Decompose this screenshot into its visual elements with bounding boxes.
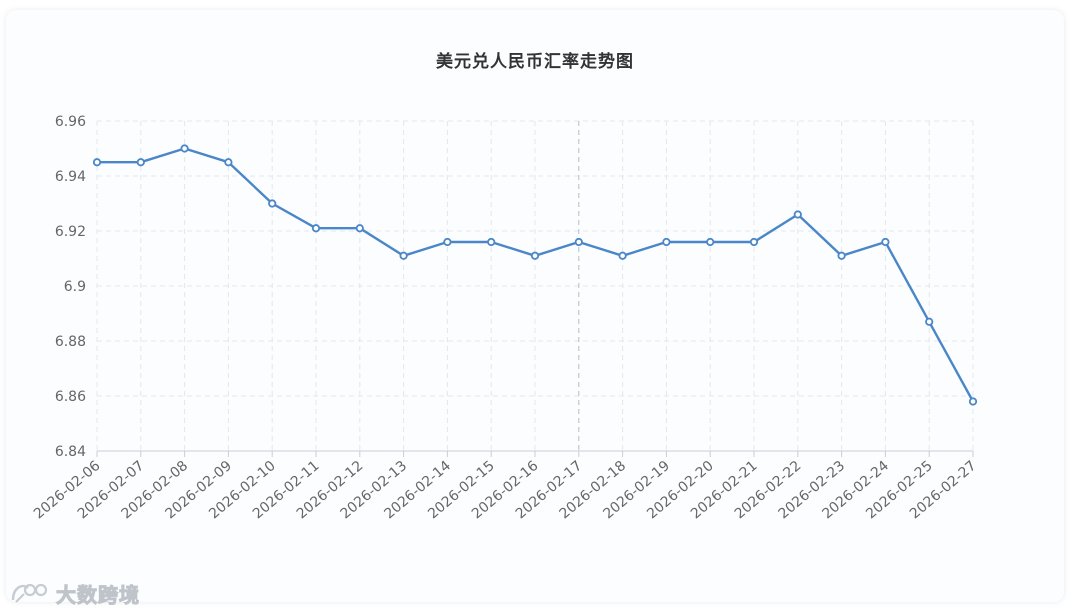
y-tick-label: 6.9 — [64, 279, 86, 295]
data-point — [706, 237, 715, 247]
y-tick-label: 6.92 — [55, 224, 86, 240]
data-point — [355, 224, 364, 233]
data-point — [136, 158, 145, 167]
chart-title: 美元兑人民币汇率走势图 — [436, 52, 634, 72]
data-point — [224, 158, 233, 167]
data-point — [968, 397, 978, 406]
data-point — [574, 237, 583, 247]
data-point — [881, 237, 890, 247]
data-point — [749, 237, 759, 247]
y-tick-label: 6.88 — [55, 334, 86, 350]
data-point — [443, 237, 452, 247]
y-tick-label: 6.86 — [55, 389, 86, 405]
watermark-logo-icon — [11, 583, 48, 603]
data-point — [530, 251, 540, 260]
watermark-text: 大数跨境 — [56, 582, 140, 607]
data-point — [180, 144, 189, 153]
data-point — [618, 251, 627, 260]
data-point — [925, 317, 934, 326]
y-tick-label: 6.96 — [55, 114, 86, 130]
y-tick-label: 6.94 — [55, 169, 86, 185]
data-point — [311, 224, 321, 233]
watermark: 大数跨境 — [10, 578, 140, 608]
data-point — [662, 237, 671, 247]
data-point — [92, 158, 102, 167]
y-tick-label: 6.84 — [55, 444, 86, 460]
data-point — [793, 210, 802, 219]
data-point — [837, 251, 846, 260]
data-point — [487, 237, 496, 247]
data-point — [268, 199, 277, 208]
data-point — [399, 251, 408, 260]
